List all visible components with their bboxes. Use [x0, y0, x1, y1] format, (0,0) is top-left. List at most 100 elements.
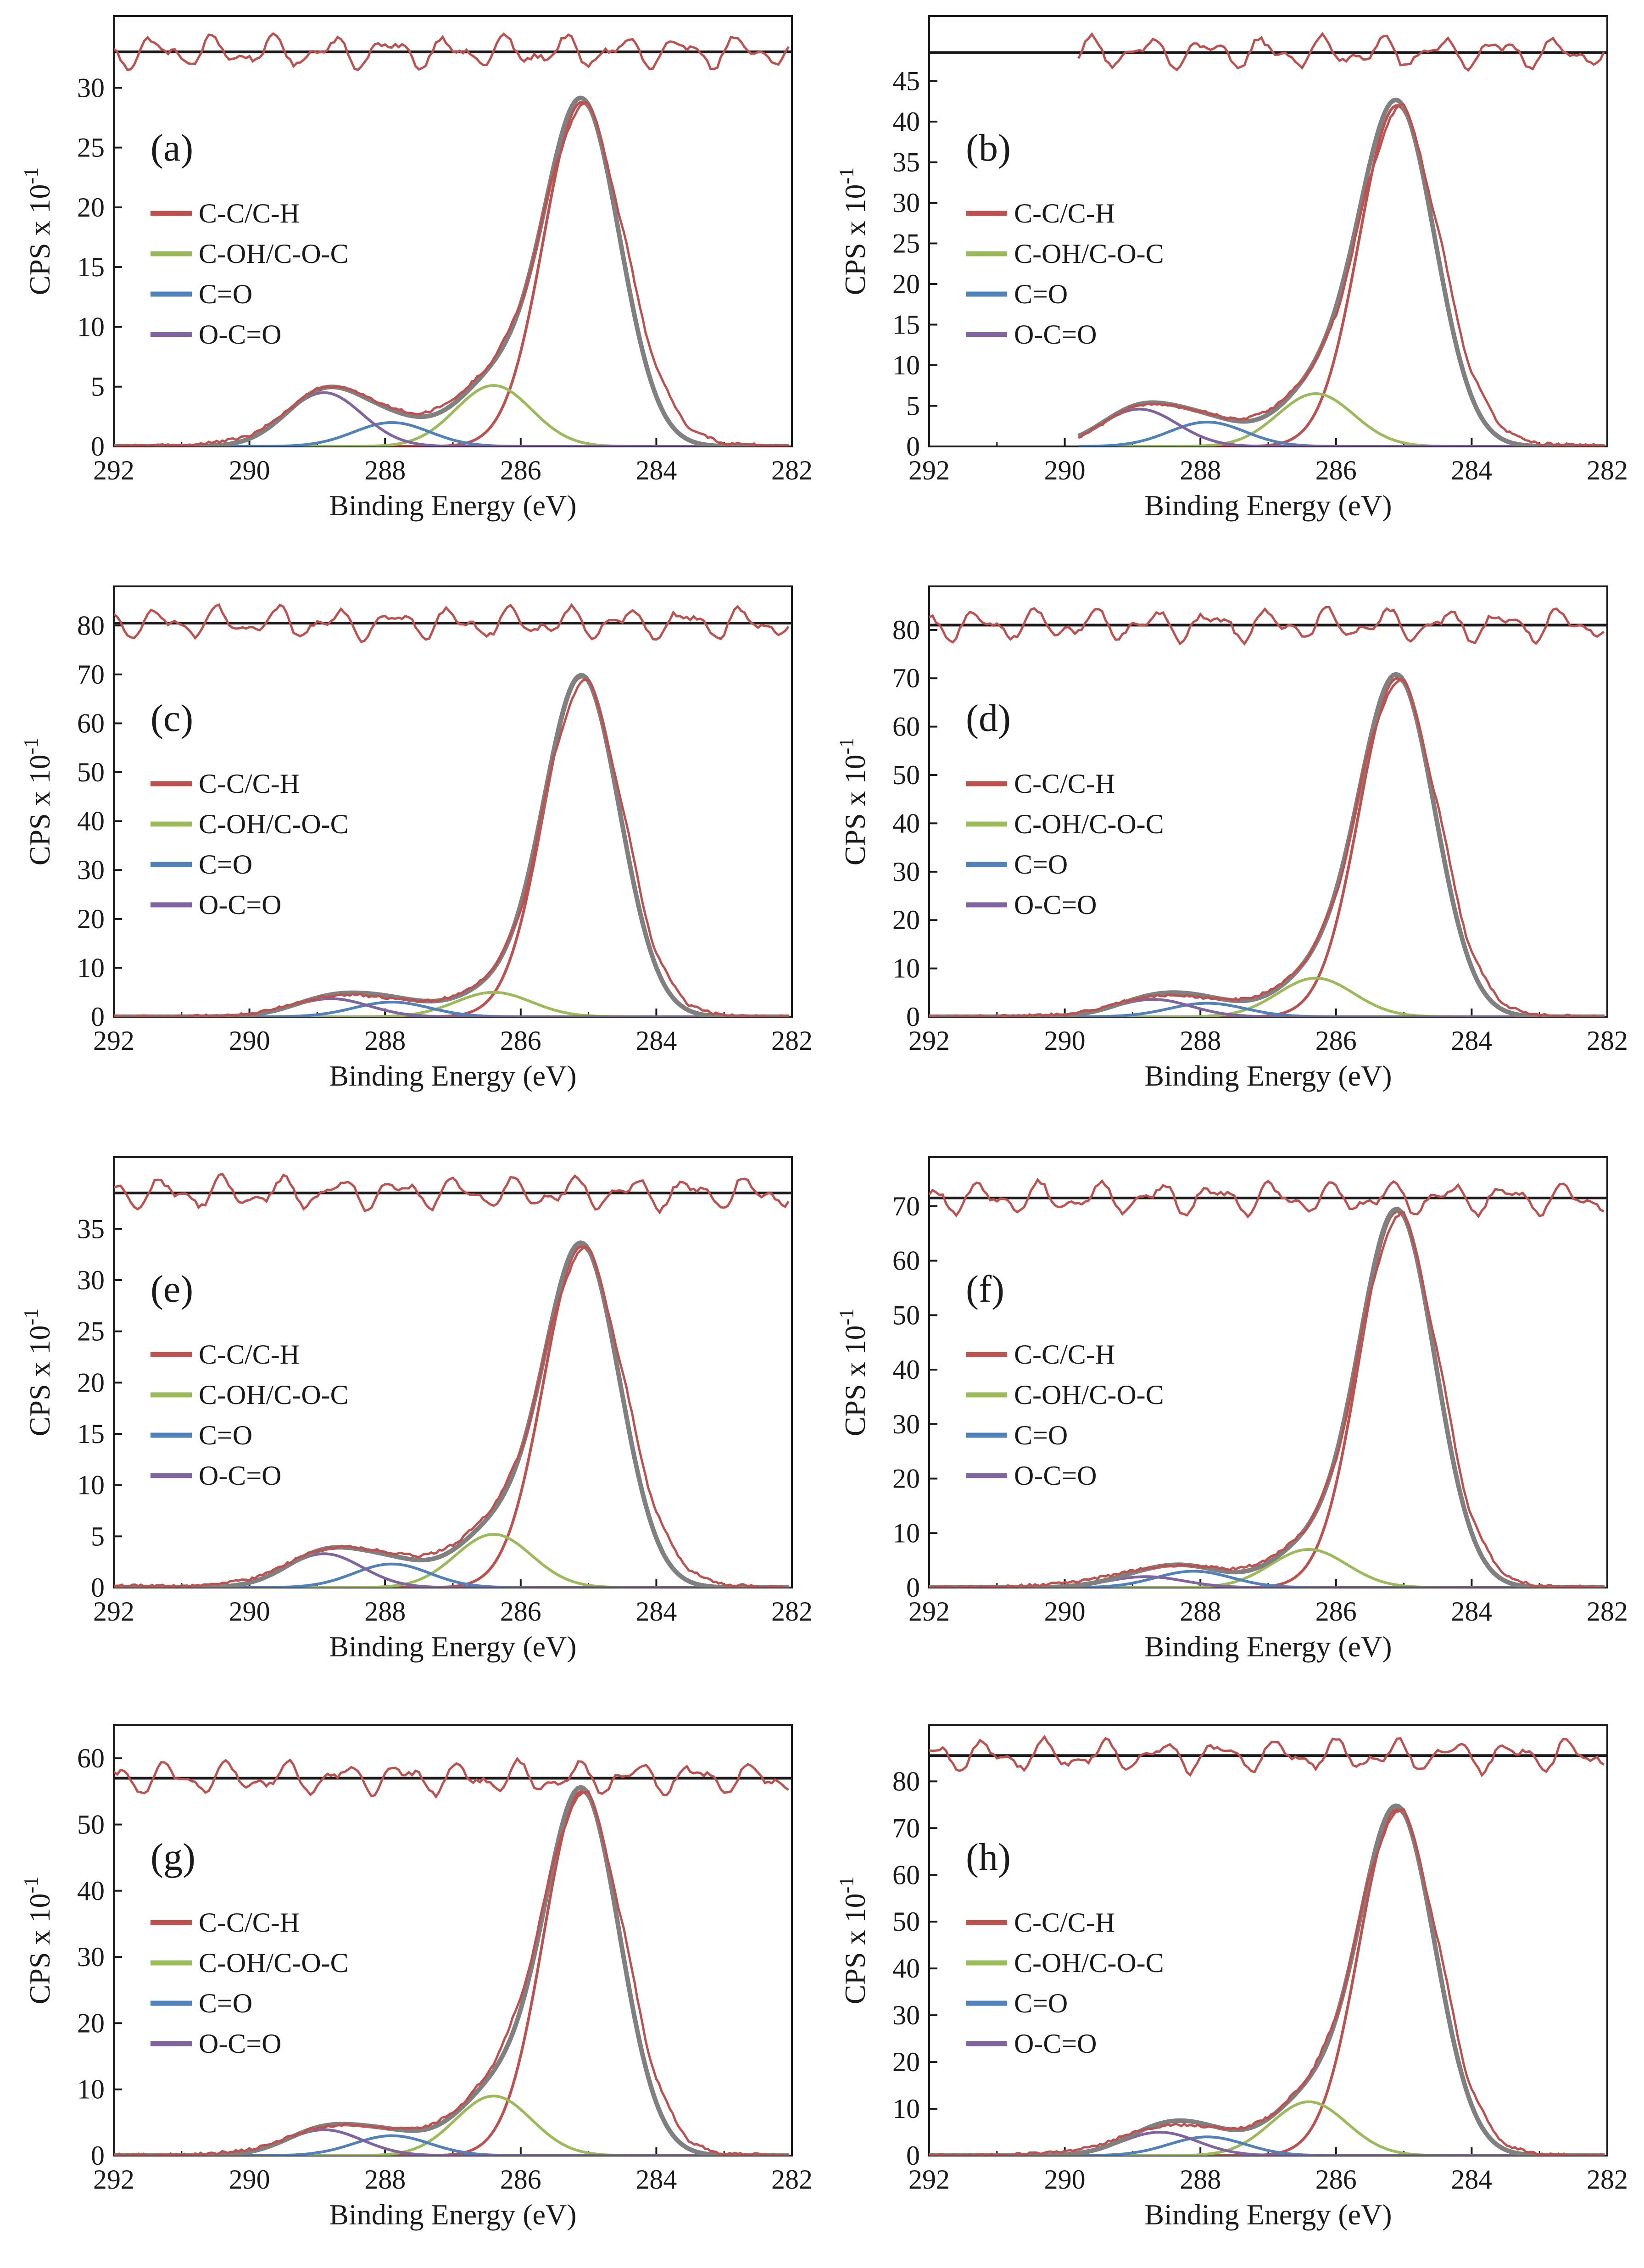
x-axis-label: Binding Energy (eV) [1144, 1630, 1392, 1663]
x-axis-label: Binding Energy (eV) [1144, 1059, 1392, 1092]
x-tick-label: 290 [229, 2164, 270, 2195]
plot-frame [928, 1156, 1608, 1588]
x-tick-label: 286 [500, 1025, 541, 1056]
x-tick-label: 290 [229, 1025, 270, 1056]
x-tick-label: 288 [1180, 1025, 1221, 1056]
y-tick-label: 50 [77, 757, 105, 787]
y-tick-label: 15 [77, 1419, 105, 1449]
y-tick-label: 30 [892, 2000, 920, 2030]
panel-label: (e) [150, 1268, 193, 1310]
plot-frame [113, 1156, 793, 1588]
legend-entry: C-OH/C-O-C [1014, 239, 1164, 269]
peak-co [114, 2134, 790, 2156]
y-tick-label: 80 [77, 610, 105, 641]
peak-cc [929, 1808, 1605, 2156]
y-tick-label: 40 [892, 1953, 920, 1984]
x-tick-label: 286 [500, 2164, 541, 2195]
y-tick-label: 60 [892, 1246, 920, 1276]
y-tick-label: 40 [77, 806, 105, 836]
legend-entry: C-C/C-H [199, 1339, 300, 1370]
y-tick-label: 25 [77, 1316, 105, 1347]
y-tick-label: 80 [892, 615, 920, 645]
x-tick-label: 290 [1044, 455, 1086, 485]
fit-envelope [929, 672, 1605, 1017]
peak-coh [929, 2100, 1605, 2156]
x-tick-label: 290 [229, 455, 270, 485]
y-tick-label: 0 [91, 2140, 105, 2171]
measured-spectrum [114, 678, 790, 1017]
y-tick-label: 20 [892, 905, 920, 935]
y-tick-label: 30 [77, 72, 105, 103]
x-tick-label: 286 [500, 455, 541, 485]
legend-entry: C-OH/C-O-C [199, 239, 349, 269]
y-axis-label: CPS x 10-1 [20, 1309, 56, 1437]
panel-label: (f) [966, 1268, 1004, 1310]
legend-entry: C-C/C-H [1014, 769, 1115, 799]
x-tick-label: 292 [93, 1025, 134, 1056]
residual-line [929, 1178, 1605, 1219]
fit-envelope [114, 95, 790, 446]
x-axis-label: Binding Energy (eV) [329, 1630, 576, 1663]
y-tick-label: 10 [892, 2094, 920, 2124]
plot-frame [928, 1724, 1608, 2157]
x-tick-label: 286 [500, 1596, 541, 1627]
x-tick-label: 292 [908, 1596, 950, 1627]
y-tick-label: 0 [906, 431, 920, 462]
peak-coh [114, 384, 790, 446]
legend-entry: O-C=O [199, 1460, 282, 1491]
y-tick-label: 0 [906, 2140, 920, 2171]
residual-line [1077, 32, 1605, 72]
y-tick-label: 5 [906, 391, 920, 421]
peak-oco [114, 2128, 790, 2156]
y-axis-label: CPS x 10-1 [20, 1877, 56, 2005]
panel-h: 292 290 288 286 284 282 Binding Energy (eV) 0 10… [835, 1724, 1628, 2231]
legend-entry: C-C/C-H [199, 198, 300, 228]
legend-entry: C-OH/C-O-C [199, 809, 349, 839]
legend-entry: C-C/C-H [199, 1907, 300, 1938]
x-tick-label: 288 [1180, 1596, 1221, 1627]
y-tick-label: 0 [91, 1002, 105, 1032]
x-tick-label: 284 [635, 2164, 677, 2195]
x-tick-label: 286 [1315, 1596, 1357, 1627]
y-tick-label: 45 [892, 66, 920, 96]
y-tick-label: 10 [77, 2074, 105, 2105]
peak-co [929, 2135, 1605, 2156]
panel-a: 292 290 288 286 284 282 Binding Energy (eV) 0 5 1… [20, 15, 813, 522]
x-tick-label: 282 [1587, 2164, 1628, 2195]
peak-cc [1078, 104, 1605, 446]
panel-label: (c) [150, 697, 193, 740]
x-tick-label: 286 [1315, 455, 1357, 485]
residual-line [929, 606, 1605, 646]
residual-line [114, 32, 790, 72]
x-tick-label: 292 [93, 2164, 134, 2195]
peak-coh [114, 1532, 790, 1588]
x-tick-label: 292 [93, 455, 134, 485]
legend-entry: C-OH/C-O-C [199, 1948, 349, 1978]
plot-frame [928, 15, 1608, 447]
legend-entry: C-OH/C-O-C [1014, 809, 1164, 839]
x-tick-label: 282 [1587, 1596, 1628, 1627]
panel-c: 292 290 288 286 284 282 Binding Energy (eV) 0 10… [20, 585, 813, 1092]
y-tick-label: 0 [906, 1572, 920, 1603]
peak-cc [114, 675, 790, 1017]
x-tick-label: 282 [771, 1596, 813, 1627]
panel-f: 292 290 288 286 284 282 Binding Energy (eV) 0 10… [835, 1156, 1628, 1663]
peak-cc [114, 101, 790, 446]
y-tick-label: 40 [892, 808, 920, 838]
x-tick-label: 282 [1587, 1025, 1628, 1056]
peak-co [114, 1001, 790, 1017]
peak-co [114, 1562, 790, 1588]
panel-e: 292 290 288 286 284 282 Binding Energy (eV) 0 5 1… [20, 1156, 813, 1663]
legend-entry: O-C=O [199, 890, 282, 920]
y-axis-label: CPS x 10-1 [835, 1877, 871, 2005]
panel-g: 292 290 288 286 284 282 Binding Energy (eV) 0 10… [20, 1724, 813, 2231]
y-axis-label: CPS x 10-1 [835, 1309, 871, 1437]
peak-coh [114, 2095, 790, 2156]
y-tick-label: 0 [91, 1572, 105, 1603]
x-tick-label: 284 [1451, 1596, 1492, 1627]
legend-entry: O-C=O [1014, 2028, 1097, 2059]
fit-envelope [929, 1803, 1605, 2156]
x-tick-label: 292 [93, 1596, 134, 1627]
y-tick-label: 50 [77, 1809, 105, 1839]
